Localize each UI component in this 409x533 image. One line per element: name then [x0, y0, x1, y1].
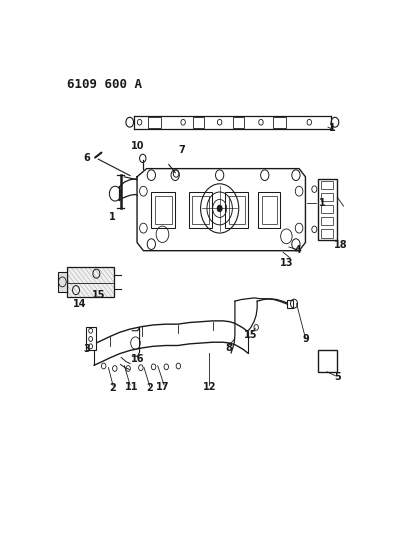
- Text: 5: 5: [333, 372, 340, 382]
- Bar: [85, 327, 96, 350]
- Bar: [232, 117, 244, 127]
- Text: 6109 600 A: 6109 600 A: [67, 78, 142, 91]
- Text: 6: 6: [83, 154, 90, 163]
- Text: 17: 17: [156, 382, 169, 392]
- Bar: [192, 117, 204, 127]
- Bar: [272, 117, 285, 127]
- Bar: [320, 181, 333, 189]
- Bar: [258, 192, 279, 228]
- Text: 1: 1: [328, 124, 335, 133]
- Text: 2: 2: [109, 383, 115, 393]
- Text: 14: 14: [73, 298, 86, 309]
- Bar: [188, 192, 212, 228]
- Bar: [261, 196, 276, 224]
- Text: 13: 13: [280, 258, 293, 268]
- Text: 15: 15: [243, 330, 257, 340]
- Bar: [228, 196, 245, 224]
- Text: 18: 18: [333, 240, 347, 251]
- Text: 8: 8: [225, 343, 231, 353]
- Text: 4: 4: [293, 245, 300, 255]
- Polygon shape: [137, 168, 305, 251]
- Text: 15: 15: [91, 289, 105, 300]
- Text: 10: 10: [130, 141, 144, 151]
- Text: 11: 11: [124, 382, 138, 392]
- Bar: [317, 350, 336, 372]
- Text: 9: 9: [302, 334, 309, 344]
- Bar: [317, 179, 336, 240]
- Bar: [148, 117, 160, 127]
- Bar: [320, 193, 333, 201]
- Bar: [320, 205, 333, 213]
- Bar: [151, 192, 175, 228]
- Text: 1: 1: [318, 198, 325, 208]
- Bar: [191, 196, 209, 224]
- Text: 7: 7: [178, 145, 185, 155]
- Text: 12: 12: [202, 382, 216, 392]
- Bar: [320, 229, 333, 238]
- Bar: [57, 272, 67, 292]
- Bar: [67, 267, 114, 297]
- Text: 2: 2: [146, 383, 153, 393]
- Text: 16: 16: [130, 353, 144, 364]
- Text: 3: 3: [83, 344, 90, 354]
- Polygon shape: [67, 267, 114, 297]
- Text: 1: 1: [109, 213, 115, 222]
- Bar: [225, 192, 248, 228]
- Circle shape: [217, 205, 222, 212]
- Bar: [286, 301, 292, 308]
- Bar: [154, 196, 172, 224]
- Bar: [320, 217, 333, 225]
- Polygon shape: [94, 321, 247, 365]
